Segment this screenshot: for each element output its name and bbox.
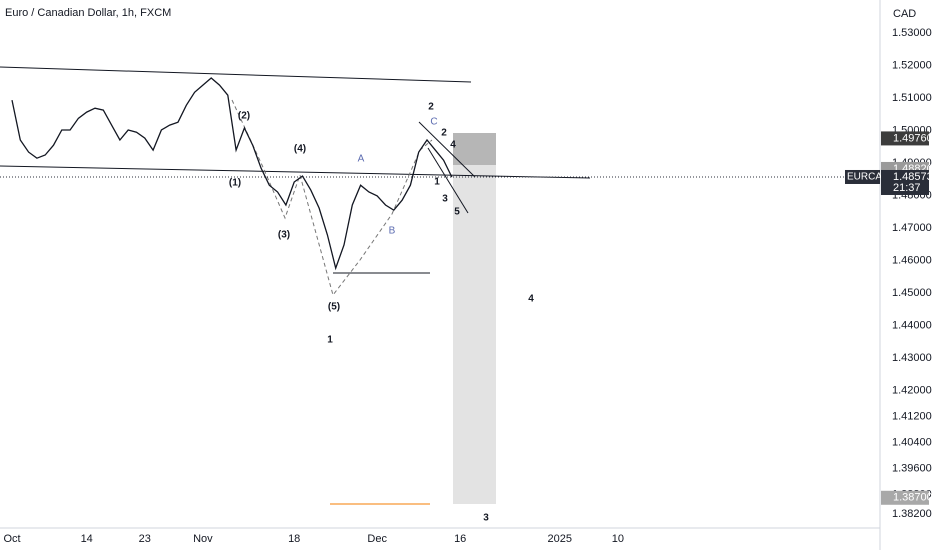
price-box	[881, 169, 929, 195]
wave-label: (1)	[229, 178, 241, 189]
x-tick-label: 14	[81, 533, 93, 545]
x-tick-label: Oct	[3, 533, 20, 545]
y-tick-label: 1.38200	[892, 508, 932, 520]
axis-currency: CAD	[893, 8, 916, 20]
wave-label: 1	[327, 335, 333, 346]
x-tick-label: 23	[139, 533, 151, 545]
wave-label: 1	[434, 177, 440, 188]
price-label: 1.49760	[893, 132, 932, 144]
y-tick-label: 1.42000	[892, 384, 932, 396]
trend-line	[0, 165, 591, 179]
wave-label: (2)	[238, 111, 250, 122]
price-line	[11, 77, 453, 271]
y-tick-label: 1.46000	[892, 254, 932, 266]
wave-label: 2	[428, 102, 434, 113]
y-tick-label: 1.52000	[892, 60, 932, 72]
wave-label: 5	[454, 207, 460, 218]
symbol-label: EURCAD	[847, 172, 889, 183]
wave-label: B	[389, 226, 396, 237]
price-label: 1.38700	[893, 492, 932, 504]
trend-line	[0, 66, 472, 83]
y-tick-label: 1.45000	[892, 287, 932, 299]
x-tick-label: 10	[612, 533, 624, 545]
x-tick-label: Nov	[193, 533, 213, 545]
y-tick-label: 1.43000	[892, 352, 932, 364]
chart-title: Euro / Canadian Dollar, 1h, FXCM	[5, 7, 171, 19]
wave-label: A	[358, 154, 365, 165]
y-tick-label: 1.41200	[892, 410, 932, 422]
wave-label: (3)	[278, 230, 290, 241]
wave-label: 4	[450, 140, 456, 151]
y-tick-label: 1.40400	[892, 436, 932, 448]
stop-zone	[453, 165, 496, 504]
wave-label: C	[430, 117, 437, 128]
x-tick-label: 18	[288, 533, 300, 545]
price-box	[881, 490, 929, 505]
y-tick-label: 1.51000	[892, 92, 932, 104]
wave-path	[231, 99, 433, 297]
x-tick-label: Dec	[367, 533, 387, 545]
symbol-box	[845, 169, 880, 184]
wave-label: 3	[483, 513, 489, 524]
x-tick-label: 2025	[548, 533, 572, 545]
wave-label: 2	[441, 128, 447, 139]
target-zone	[453, 133, 496, 165]
x-tick-label: 16	[454, 533, 466, 545]
price-box	[881, 131, 929, 146]
wave-label: (4)	[294, 144, 306, 155]
trend-line	[418, 121, 476, 178]
price-label: 1.48573	[893, 171, 932, 183]
y-tick-label: 1.39600	[892, 462, 932, 474]
wave-label: (5)	[328, 302, 340, 313]
y-tick-label: 1.44000	[892, 319, 932, 331]
trend-line	[427, 147, 469, 214]
wave-label: 3	[442, 194, 448, 205]
y-tick-label: 1.47000	[892, 222, 932, 234]
y-tick-label: 1.53000	[892, 27, 932, 39]
countdown: 21:37	[893, 182, 921, 194]
wave-label: 4	[528, 294, 534, 305]
